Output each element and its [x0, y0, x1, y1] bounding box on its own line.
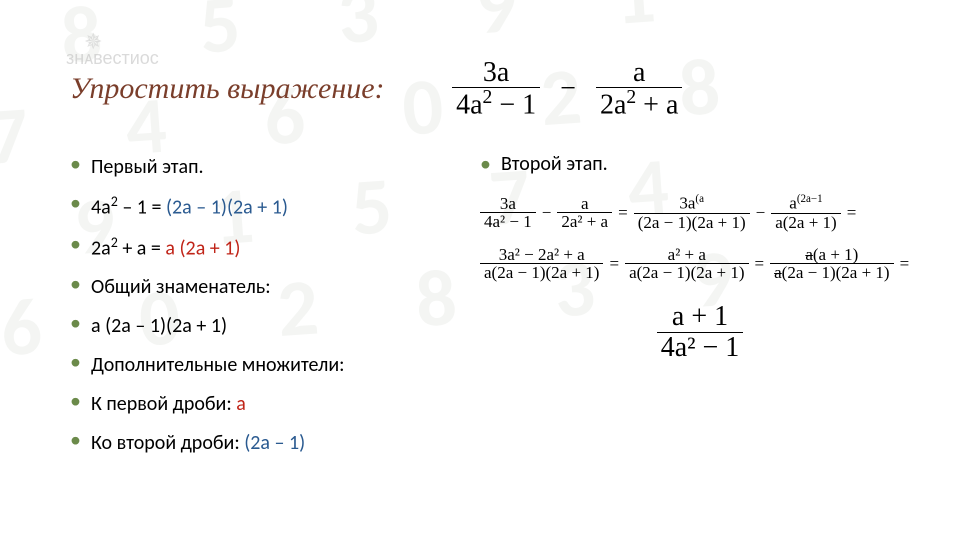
e1f3s: (а	[695, 193, 704, 205]
e2f1n: 3а² − 2а² + а	[495, 246, 589, 264]
e2f3da: а	[774, 263, 782, 282]
l7a: Ко второй дроби:	[91, 431, 244, 455]
e1f2n: а	[577, 195, 593, 213]
main-frac-right-num: а	[629, 58, 649, 87]
l6b: а	[236, 392, 246, 416]
right-column: Второй этап. 3а4а² − 1 − а2а² + а = 3а(а…	[480, 152, 920, 467]
l7b: (2а – 1)	[244, 431, 305, 455]
final-den: 4а² − 1	[657, 332, 744, 362]
e1f4s: (2а−1	[797, 193, 823, 205]
den-pre2: 2а	[600, 90, 626, 121]
minus-sign: −	[560, 73, 576, 105]
main-frac-left-den: 4а2 − 1	[452, 87, 540, 120]
l2c: а (2а + 1)	[165, 236, 240, 260]
e1f1d: 4а² − 1	[480, 212, 536, 231]
e1f3n: 3а	[679, 194, 695, 213]
mult-second: Ко второй дроби: (2а – 1)	[70, 428, 460, 458]
final-answer: а + 1 4а² − 1	[480, 302, 920, 362]
title-row: Упростить выражение: 3а 4а2 − 1 − а 2а2 …	[40, 18, 920, 120]
columns: Первый этап. 4а2 – 1 = (2а – 1)(2а + 1) …	[40, 152, 920, 467]
factor-line-1: 4а2 – 1 = (2а – 1)(2а + 1)	[70, 191, 460, 223]
e2f3nb: (а + 1)	[813, 245, 858, 264]
mult-first: К первой дроби: а	[70, 389, 460, 419]
den-post: − 1	[492, 90, 536, 121]
main-frac-left: 3а 4а2 − 1	[452, 58, 540, 120]
factor-line-2: 2а2 + а = а (2а + 1)	[70, 232, 460, 264]
l6a: К первой дроби:	[91, 392, 236, 416]
left-column: Первый этап. 4а2 – 1 = (2а – 1)(2а + 1) …	[70, 152, 460, 467]
common-den-label: Общий знаменатель:	[70, 272, 460, 302]
e1f1n: 3а	[496, 195, 520, 213]
e2f2d: а(2а − 1)(2а + 1)	[625, 263, 748, 282]
l2a: 2а	[91, 236, 111, 260]
stage1-head: Первый этап.	[91, 152, 204, 182]
den-pre: 4а	[456, 90, 482, 121]
e2f2n: а² + а	[664, 246, 710, 264]
l1a: 4а	[91, 196, 111, 220]
stage2-head: Второй этап.	[501, 152, 608, 176]
equation-line-2: 3а² − 2а² + аа(2а − 1)(2а + 1) = а² + аа…	[480, 246, 920, 283]
slide-title: Упростить выражение:	[70, 72, 385, 106]
final-num: а + 1	[668, 302, 732, 331]
den-post2: + а	[636, 90, 678, 121]
e2f1d: а(2а − 1)(2а + 1)	[480, 263, 603, 282]
l1c: (2а – 1)(2а + 1)	[166, 196, 288, 220]
e1f4d: а(2а + 1)	[771, 213, 841, 232]
extra-mult-label: Дополнительные множители:	[70, 350, 460, 380]
l2b: + а =	[118, 236, 166, 260]
main-frac-right: а 2а2 + а	[596, 58, 682, 120]
e2f3db: (2а − 1)(2а + 1)	[782, 263, 890, 282]
equation-line-1: 3а4а² − 1 − а2а² + а = 3а(а(2а − 1)(2а +…	[480, 194, 920, 231]
e1f3d: (2а − 1)(2а + 1)	[634, 213, 750, 232]
l1b: – 1 =	[118, 196, 166, 220]
main-frac-left-num: 3а	[479, 58, 513, 87]
e1f2d: 2а² + а	[557, 212, 612, 231]
main-frac-right-den: 2а2 + а	[596, 87, 682, 120]
e1f4n: а	[789, 194, 797, 213]
common-den-value: а (2а – 1)(2а + 1)	[70, 311, 460, 341]
main-expression: 3а 4а2 − 1 − а 2а2 + а	[385, 58, 920, 120]
e2f3na: а	[805, 245, 813, 264]
